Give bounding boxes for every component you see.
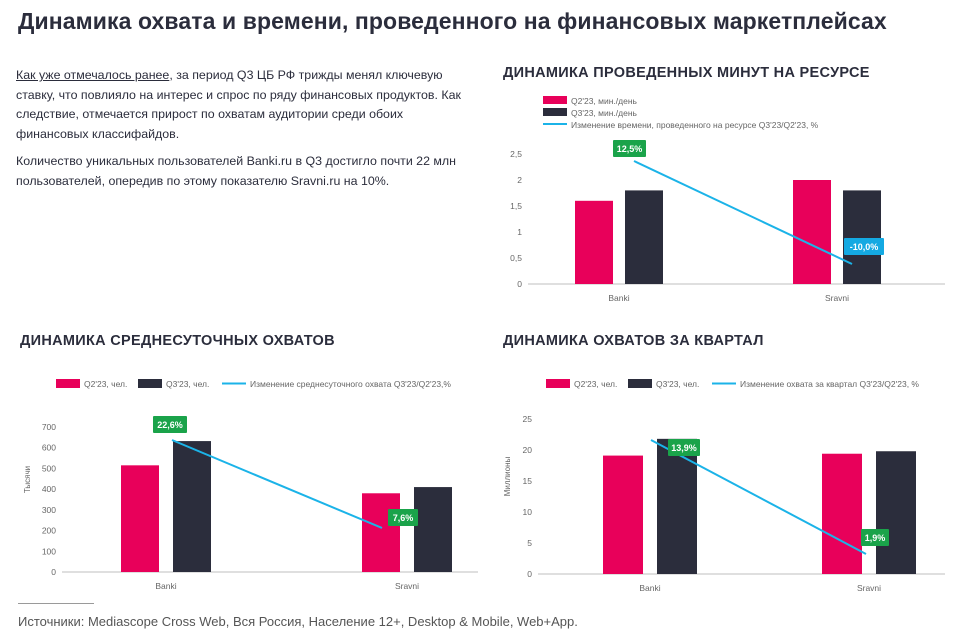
- bar-sravni-q3: [843, 190, 881, 284]
- legend-q3-swatch: [138, 379, 162, 388]
- y-tick-label: 400: [42, 484, 56, 494]
- change-label-sravni: 7,6%: [393, 513, 414, 523]
- bar-sravni-q3: [414, 487, 452, 572]
- legend-q2-swatch: [546, 379, 570, 388]
- x-tick-label-banki: Banki: [608, 293, 629, 303]
- y-tick-label: 100: [42, 546, 56, 556]
- bar-banki-q2: [603, 455, 643, 574]
- change-label-sravni: 1,9%: [865, 533, 886, 543]
- y-tick-label: 2,5: [510, 149, 522, 159]
- bar-sravni-q2: [822, 453, 862, 574]
- legend-q2-label: Q2'23, чел.: [574, 379, 617, 389]
- page-title: Динамика охвата и времени, проведенного …: [18, 8, 887, 34]
- legend-q3-label: Q3'23, чел.: [166, 379, 209, 389]
- intro-paragraph-1: Как уже отмечалось ранее, за период Q3 Ц…: [16, 66, 474, 144]
- chart-quarter: Q2'23, чел. Q3'23, чел. Изменение охвата з…: [503, 379, 945, 593]
- x-tick-label-sravni: Sravni: [395, 581, 419, 591]
- bar-sravni-q2: [362, 493, 400, 572]
- y-tick-label: 15: [523, 476, 533, 486]
- change-line: [633, 160, 853, 265]
- change-label-banki: 13,9%: [671, 443, 697, 453]
- y-tick-label: 1: [517, 227, 522, 237]
- bar-banki-q3: [625, 190, 663, 284]
- y-tick-label: 10: [523, 507, 533, 517]
- intro-paragraph-2: Количество уникальных пользователей Bank…: [16, 154, 456, 188]
- y-tick-label: 20: [523, 445, 533, 455]
- change-label-box-sravni: [844, 238, 884, 255]
- x-tick-label-sravni: Sravni: [825, 293, 849, 303]
- chart-title-minutes: ДИНАМИКА ПРОВЕДЕННЫХ МИНУТ НА РЕСУРСЕ: [503, 65, 870, 81]
- legend-q2-swatch: [56, 379, 80, 388]
- y-tick-label: 2: [517, 175, 522, 185]
- legend-q2-label: Q2'23, мин./день: [571, 96, 638, 106]
- x-tick-label-banki: Banki: [639, 583, 660, 593]
- change-label-banki: 12,5%: [617, 144, 643, 154]
- bar-sravni-q3: [876, 451, 916, 574]
- y-tick-label: 1,5: [510, 201, 522, 211]
- y-tick-label: 0: [527, 569, 532, 579]
- legend-q3-swatch: [628, 379, 652, 388]
- intro-link[interactable]: Как уже отмечалось ранее: [16, 68, 170, 82]
- change-line: [650, 439, 867, 555]
- footer-divider: [18, 603, 94, 604]
- chart-daily: Q2'23, чел. Q3'23, чел. Изменение среднесу…: [23, 379, 478, 591]
- legend-q3-label: Q3'23, чел.: [656, 379, 699, 389]
- legend-q2-label: Q2'23, чел.: [84, 379, 127, 389]
- intro-text: Как уже отмечалось ранее, за период Q3 Ц…: [16, 66, 474, 199]
- bar-banki-q3: [173, 441, 211, 572]
- legend-change-label: Изменение охвата за квартал Q3'23/Q2'23,…: [740, 379, 919, 389]
- change-label-banki: 22,6%: [157, 420, 183, 430]
- y-tick-label: 500: [42, 463, 56, 473]
- change-label-box-banki: [153, 416, 187, 433]
- source-note: Источники: Mediascope Cross Web, Вся Рос…: [18, 614, 578, 629]
- bar-banki-q3: [657, 438, 697, 574]
- chart-title-daily: ДИНАМИКА СРЕДНЕСУТОЧНЫХ ОХВАТОВ: [20, 333, 335, 349]
- y-tick-label: 700: [42, 422, 56, 432]
- y-tick-label: 5: [527, 538, 532, 548]
- change-label-box-sravni: [388, 509, 418, 526]
- y-tick-label: 0: [51, 567, 56, 577]
- y-tick-label: 0,5: [510, 253, 522, 263]
- change-line: [171, 439, 383, 529]
- y-tick-label: 200: [42, 526, 56, 536]
- y-tick-label: 300: [42, 505, 56, 515]
- bar-sravni-q2: [793, 180, 831, 284]
- chart-minutes: Q2'23, мин./день Q3'23, мин./день Изменени…: [510, 96, 945, 303]
- change-label-box-banki: [613, 140, 646, 157]
- y-tick-label: 25: [523, 414, 533, 424]
- legend-change-label: Изменение времени, проведенного на ресур…: [571, 120, 819, 130]
- intro-p1-text: , за период Q3 ЦБ РФ трижды менял ключев…: [16, 68, 461, 141]
- bar-banki-q2: [575, 200, 613, 284]
- change-label-box-sravni: [861, 529, 889, 546]
- legend-q3-label: Q3'23, мин./день: [571, 108, 638, 118]
- bar-banki-q2: [121, 465, 159, 572]
- y-tick-label: 600: [42, 443, 56, 453]
- x-tick-label-banki: Banki: [155, 581, 176, 591]
- chart-title-quarter: ДИНАМИКА ОХВАТОВ ЗА КВАРТАЛ: [503, 333, 764, 349]
- change-label-sravni: -10,0%: [850, 242, 879, 252]
- legend-q2-swatch: [543, 96, 567, 104]
- x-tick-label-sravni: Sravni: [857, 583, 881, 593]
- y-tick-label: 0: [517, 279, 522, 289]
- legend-q3-swatch: [543, 108, 567, 116]
- y-axis-label: Миллионы: [503, 456, 512, 496]
- change-label-box-banki: [668, 439, 700, 456]
- legend-change-label: Изменение среднесуточного охвата Q3'23/Q…: [250, 379, 451, 389]
- y-axis-label: Тысячи: [23, 466, 32, 493]
